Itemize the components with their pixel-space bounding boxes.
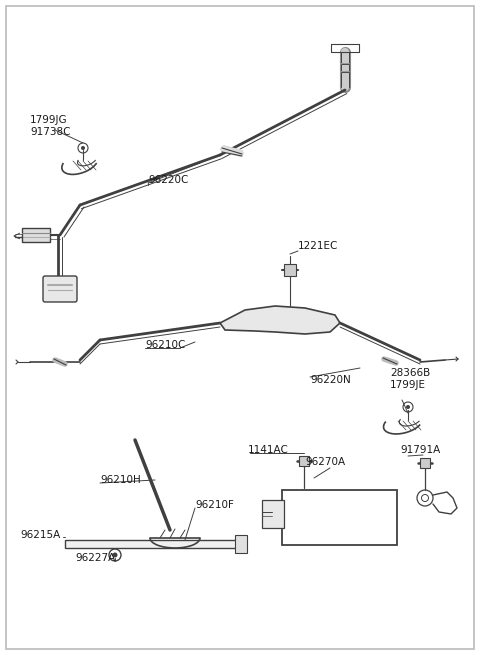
Text: 96270A: 96270A	[305, 457, 345, 467]
Bar	[262, 500, 284, 528]
Text: 96227A: 96227A	[75, 553, 115, 563]
Text: 96210H: 96210H	[100, 475, 141, 485]
Circle shape	[81, 146, 85, 150]
Text: 96210F: 96210F	[195, 500, 234, 510]
Text: 91791A: 91791A	[400, 445, 440, 455]
Text: 28366B
1799JE: 28366B 1799JE	[390, 368, 430, 390]
Bar	[420, 458, 430, 468]
Circle shape	[112, 553, 118, 557]
Text: 96220N: 96220N	[310, 375, 351, 385]
Bar	[284, 264, 296, 276]
Bar	[235, 535, 247, 553]
Text: 96210C: 96210C	[145, 340, 185, 350]
Text: 1221EC: 1221EC	[298, 241, 338, 251]
Circle shape	[406, 405, 410, 409]
Bar	[282, 490, 397, 545]
Bar	[65, 540, 240, 548]
Text: 1799JG
91738C: 1799JG 91738C	[30, 115, 71, 137]
FancyBboxPatch shape	[43, 276, 77, 302]
Bar	[22, 228, 50, 242]
Text: 96215A: 96215A	[20, 530, 60, 540]
Polygon shape	[220, 306, 340, 334]
Bar	[299, 456, 309, 466]
Text: 1141AC: 1141AC	[248, 445, 289, 455]
Text: 96220C: 96220C	[148, 175, 188, 185]
